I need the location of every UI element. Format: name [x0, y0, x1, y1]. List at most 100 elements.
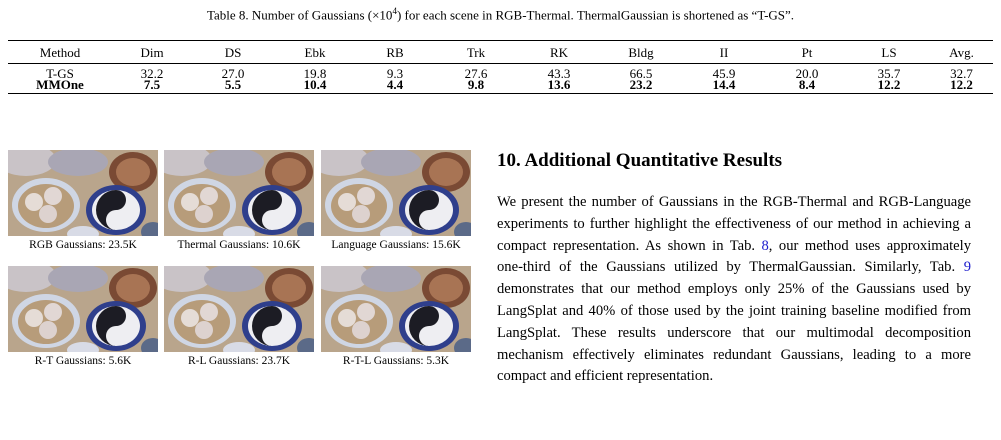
text: , our method uses approximately one-thir…	[497, 237, 971, 276]
scene-shape	[141, 338, 158, 352]
scene-shape	[25, 193, 43, 211]
scene-shape	[223, 226, 255, 236]
header-row: Method Dim DS Ebk RB Trk RK Bldg II Pt LS Avg.	[8, 40, 993, 64]
scene-shape	[272, 274, 306, 302]
table-cell: 12.2	[930, 78, 993, 94]
scene-shape	[44, 303, 62, 321]
table-cell: 12.2	[848, 78, 930, 94]
table-cell: MMOne	[8, 78, 112, 94]
scene-shape	[67, 226, 99, 236]
scene-shape	[252, 306, 282, 346]
scene-image	[164, 150, 314, 236]
table-cell: 32.7	[950, 66, 973, 81]
table-cell: 9.8	[434, 78, 518, 94]
scene-shape	[454, 222, 471, 236]
scene-shape	[195, 205, 213, 223]
table-cell: 23.2	[600, 78, 682, 94]
scene-shape	[454, 338, 471, 352]
scene-shape	[25, 309, 43, 327]
scene-shape	[321, 150, 369, 176]
table-cell: 43.3	[547, 66, 571, 81]
table-cell: 8.4	[766, 78, 848, 94]
scene-shape	[116, 158, 150, 186]
scene-shape	[39, 321, 57, 339]
table-cell: 14.4	[682, 78, 766, 94]
scene-shape	[380, 226, 412, 236]
table-ref[interactable]: 9	[963, 259, 971, 276]
text: We present the number of Gaussians in th…	[497, 194, 971, 254]
scene-shape	[272, 158, 306, 186]
caption-sup: 4	[392, 6, 397, 16]
table-cell: 35.7	[877, 66, 901, 81]
scene-shape	[357, 303, 375, 321]
table-cell: 27.0	[221, 66, 245, 81]
scene-shape	[116, 274, 150, 302]
table: Method Dim DS Ebk RB Trk RK Bldg II Pt LS Avg. T-GS…	[8, 40, 993, 94]
scene-shape	[361, 150, 421, 176]
section-heading: 10. Additional Quantitative Results	[497, 150, 783, 171]
table-caption: Table 8. Number of Gaussians (×104) for …	[0, 6, 1001, 23]
column-header: RK	[518, 40, 600, 64]
paragraph: We present the number of Gaussians in th…	[497, 192, 971, 388]
table-cell: 45.9	[712, 66, 736, 81]
scene-shape	[39, 205, 57, 223]
scene-shape	[44, 187, 62, 205]
table-ref[interactable]: 8	[761, 237, 769, 254]
table-row: MMOne 7.5 5.5 10.4 4.4 9.8 13.6 23.2 14.4 8.4 12.2…	[8, 78, 993, 94]
scene-shape	[338, 309, 356, 327]
scene-shape	[200, 303, 218, 321]
scene-shape	[321, 266, 369, 292]
scene-shape	[181, 193, 199, 211]
scene-shape	[164, 266, 212, 292]
table-cell: 32.2	[140, 66, 164, 81]
panel-label: Thermal Gaussians: 10.6K	[177, 239, 301, 251]
scene-shape	[181, 309, 199, 327]
column-header: Ebk	[274, 40, 356, 64]
scene-shape	[352, 321, 370, 339]
table-cell: 9.3	[386, 66, 404, 81]
column-header: Avg.	[930, 40, 993, 64]
scene-image	[8, 266, 158, 352]
scene-shape	[409, 306, 439, 346]
scene-shape	[164, 150, 212, 176]
scene-shape	[297, 338, 314, 352]
scene-shape	[67, 342, 99, 352]
scene-shape	[8, 150, 56, 176]
column-header: DS	[192, 40, 274, 64]
column-header: Dim	[112, 40, 192, 64]
panel-label: R-L Gaussians: 23.7K	[187, 355, 291, 367]
scene-shape	[352, 205, 370, 223]
scene-shape	[297, 222, 314, 236]
caption-text: Table 8. Number of Gaussians (×10	[206, 7, 393, 23]
table-cell: T-GS	[46, 66, 74, 81]
panel-label: R-T Gaussians: 5.6K	[34, 355, 132, 367]
table-cell: 5.5	[192, 78, 274, 94]
scene-shape	[48, 150, 108, 176]
scene-shape	[361, 266, 421, 292]
scene-shape	[223, 342, 255, 352]
scene-shape	[96, 306, 126, 346]
scene-shape	[429, 274, 463, 302]
column-header: II	[682, 40, 766, 64]
table-row: T-GS 32.2 27.0 19.8 9.3 27.6 43.3 66.5 45.9 20.0 3…	[8, 64, 993, 80]
caption-text: ) for each scene in RGB-Thermal. Thermal…	[396, 7, 795, 23]
table-cell: 10.4	[274, 78, 356, 94]
column-header: LS	[848, 40, 930, 64]
panel-label: R-T-L Gaussians: 5.3K	[342, 355, 450, 367]
column-header: Method	[8, 40, 112, 64]
scene-image	[321, 266, 471, 352]
scene-shape	[204, 266, 264, 292]
panel-label: Language Gaussians: 15.6K	[331, 239, 461, 251]
scene-shape	[195, 321, 213, 339]
column-header: Trk	[434, 40, 518, 64]
table-cell: 20.0	[795, 66, 819, 81]
column-header: RB	[356, 40, 434, 64]
table-cell: 13.6	[518, 78, 600, 94]
scene-shape	[357, 187, 375, 205]
scene-shape	[200, 187, 218, 205]
scene-shape	[8, 266, 56, 292]
scene-shape	[204, 150, 264, 176]
scene-shape	[409, 190, 439, 230]
column-header: Pt	[766, 40, 848, 64]
